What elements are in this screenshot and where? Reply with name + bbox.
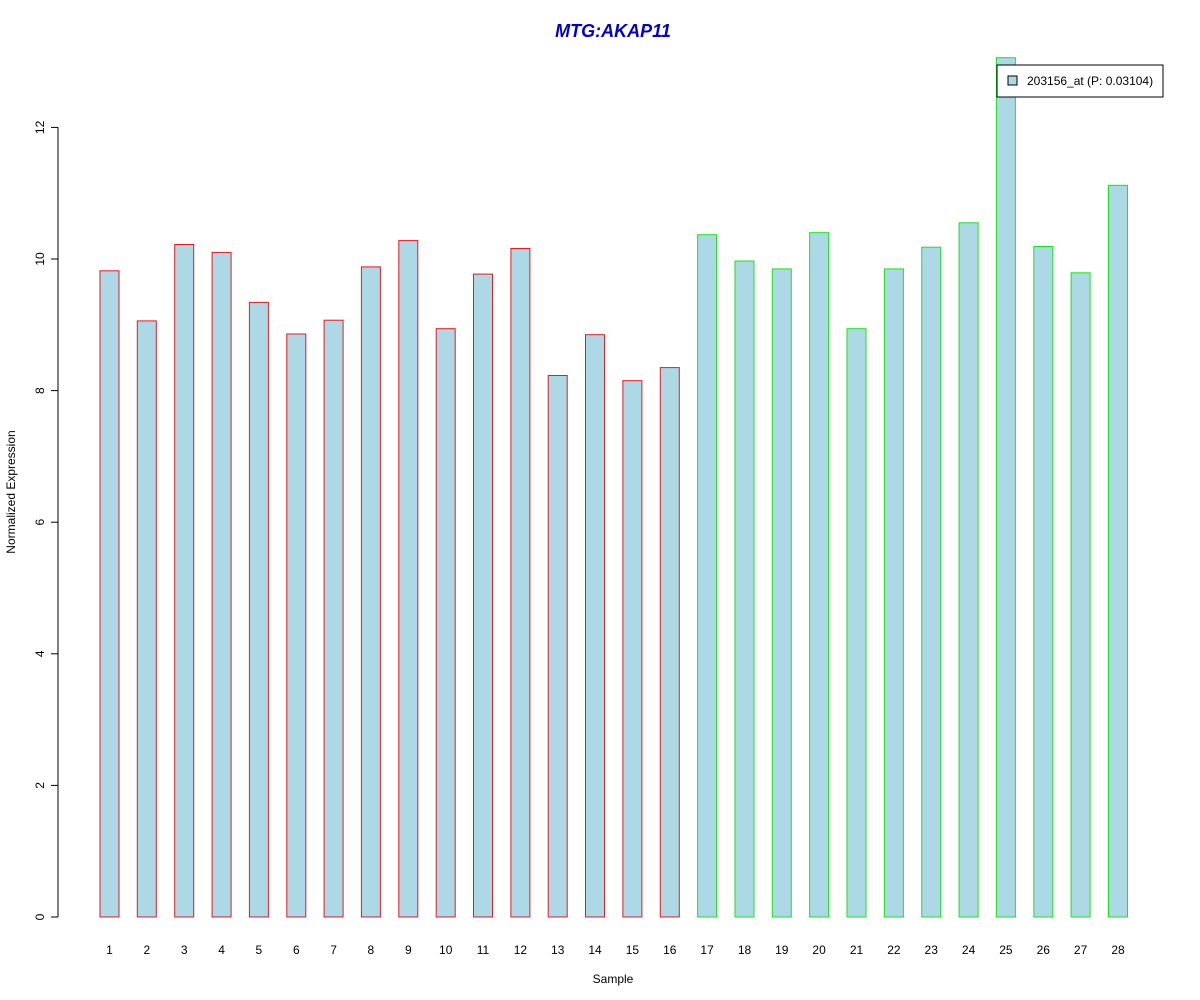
x-tick-label: 2: [143, 943, 150, 957]
bar-sample-14: [585, 334, 605, 918]
bar-sample-7: [323, 319, 344, 918]
x-tick-label: 28: [1111, 943, 1125, 957]
y-tick-label: 0: [33, 913, 47, 920]
y-tick-label: 8: [33, 387, 47, 394]
bar-sample-2: [136, 320, 157, 918]
bar-sample-17: [697, 234, 718, 918]
bar-sample-18: [734, 260, 755, 918]
x-tick-label: 17: [700, 943, 714, 957]
x-tick-label: 14: [588, 943, 602, 957]
x-tick-label: 19: [775, 943, 789, 957]
y-axis: 0 2 4 6 8 10 12: [33, 120, 59, 920]
x-tick-label: 22: [887, 943, 901, 957]
bar-sample-11: [473, 273, 493, 918]
x-tick-label: 6: [293, 943, 300, 957]
x-tick-label: 8: [368, 943, 375, 957]
x-tick-label: 15: [626, 943, 640, 957]
legend-box: [996, 64, 1164, 98]
bar-sample-9: [398, 240, 419, 918]
x-tick-label: 13: [551, 943, 565, 957]
legend-label: 203156_at (P: 0.03104): [1027, 74, 1153, 88]
legend: 203156_at (P: 0.03104): [996, 64, 1164, 98]
x-tick-label: 26: [1037, 943, 1051, 957]
x-tick-label: 4: [218, 943, 225, 957]
y-tick-label: 2: [33, 782, 47, 789]
x-tick-label: 12: [514, 943, 528, 957]
x-tick-label: 21: [850, 943, 864, 957]
x-tick-label: 25: [999, 943, 1013, 957]
x-tick-label: 7: [330, 943, 337, 957]
legend-swatch: [1007, 75, 1018, 86]
bar-sample-24: [958, 222, 979, 918]
bar-sample-27: [1070, 272, 1091, 918]
x-tick-label: 24: [962, 943, 976, 957]
bar-sample-16: [659, 367, 680, 918]
x-tick-label: 11: [477, 943, 490, 957]
x-tick-labels: 1 2 3 4 5 6 7 8 9 10 11 12 13 14 15 16 17 18 19 20 21 22 23 24 2…: [106, 943, 1125, 957]
y-tick-label: 12: [33, 120, 47, 134]
bar-sample-1: [99, 270, 120, 918]
x-tick-label: 20: [812, 943, 826, 957]
x-tick-label: 10: [439, 943, 453, 957]
bar-sample-8: [360, 266, 381, 918]
bar-sample-28: [1108, 184, 1128, 918]
chart-title: MTG:AKAP11: [555, 21, 671, 41]
x-tick-label: 1: [106, 943, 113, 957]
x-tick-label: 9: [405, 943, 412, 957]
bar-sample-15: [622, 380, 643, 918]
bars-group: [99, 57, 1128, 918]
bar-sample-26: [1033, 246, 1054, 918]
bar-sample-13: [547, 375, 568, 918]
bar-sample-22: [883, 268, 904, 918]
bar-sample-10: [435, 328, 456, 918]
bar-sample-5: [248, 301, 269, 918]
bar-sample-6: [286, 333, 307, 918]
x-axis-label: Sample: [593, 972, 634, 986]
bar-sample-19: [771, 268, 792, 918]
x-tick-label: 3: [181, 943, 188, 957]
x-tick-label: 27: [1074, 943, 1088, 957]
bar-sample-21: [846, 328, 867, 918]
y-axis-label: Normalized Expression: [4, 430, 18, 553]
x-tick-label: 18: [738, 943, 752, 957]
bar-sample-23: [921, 246, 942, 918]
bar-sample-25: [995, 57, 1016, 918]
bar-sample-3: [174, 244, 195, 918]
y-tick-label: 4: [33, 650, 47, 657]
x-tick-label: 16: [663, 943, 677, 957]
y-tick-label: 10: [33, 252, 47, 266]
bar-sample-20: [809, 232, 830, 918]
bar-sample-12: [510, 248, 531, 918]
bar-sample-4: [211, 251, 232, 918]
x-tick-label: 23: [925, 943, 939, 957]
x-tick-label: 5: [256, 943, 263, 957]
y-tick-label: 6: [33, 519, 47, 526]
